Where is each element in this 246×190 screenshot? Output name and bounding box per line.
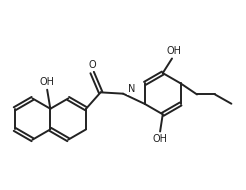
Text: OH: OH (167, 46, 182, 56)
Text: O: O (88, 60, 96, 70)
Text: OH: OH (153, 134, 168, 144)
Text: OH: OH (40, 77, 55, 87)
Text: N: N (128, 84, 135, 94)
